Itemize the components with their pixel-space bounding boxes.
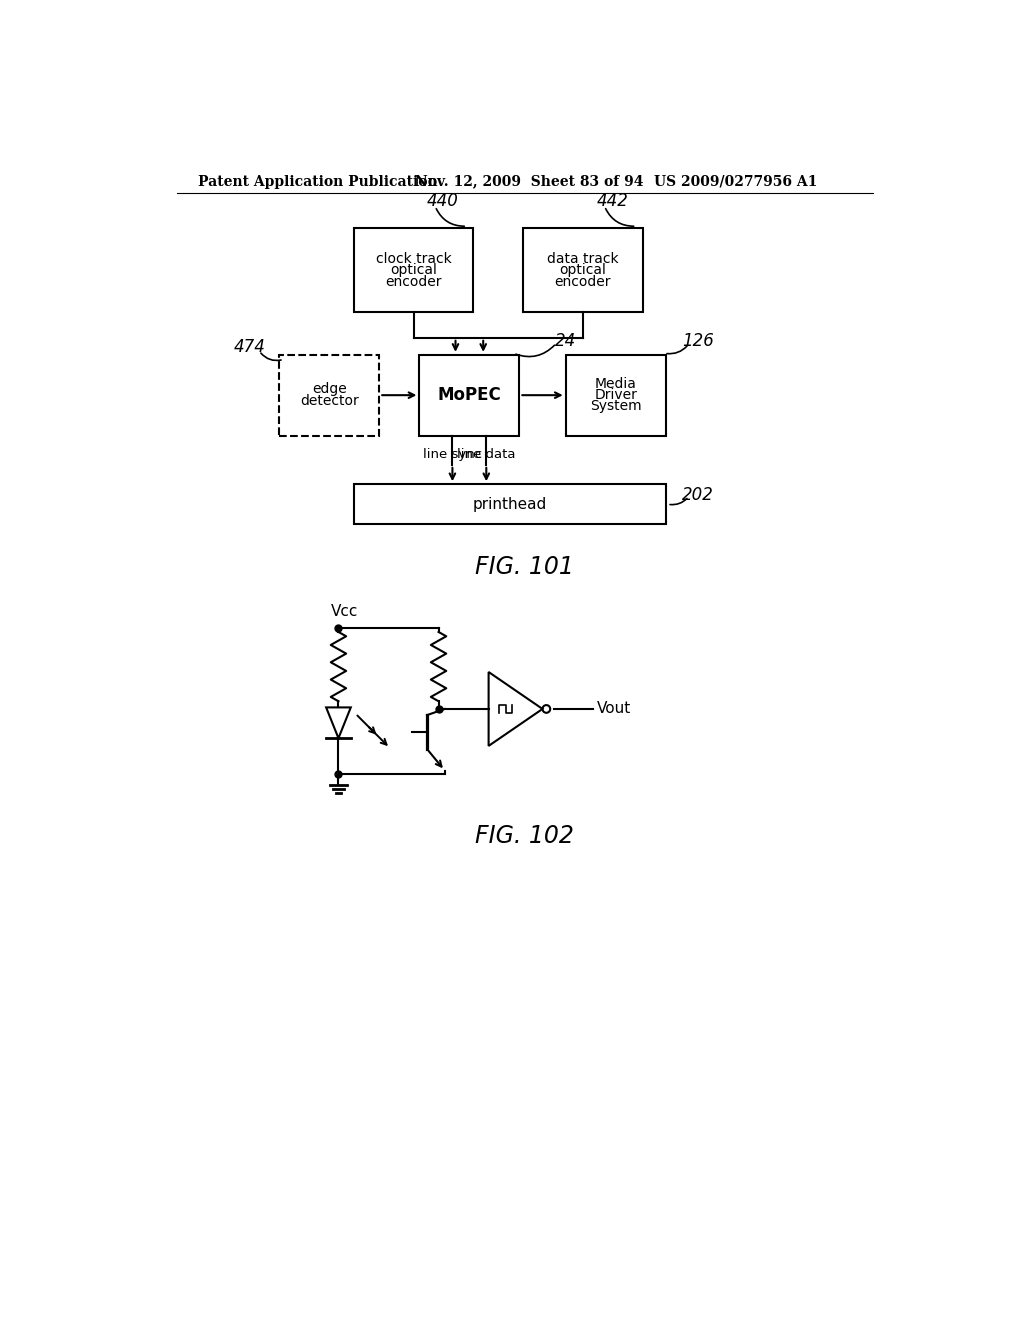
- Bar: [280, 355, 379, 436]
- Text: edge: edge: [312, 381, 346, 396]
- Text: Vcc: Vcc: [331, 603, 358, 619]
- Text: US 2009/0277956 A1: US 2009/0277956 A1: [654, 174, 817, 189]
- Text: Vout: Vout: [596, 701, 631, 717]
- Text: line sync: line sync: [423, 449, 482, 462]
- Bar: [565, 355, 666, 436]
- Text: 440: 440: [427, 191, 459, 210]
- Text: Driver: Driver: [594, 388, 637, 403]
- Text: MoPEC: MoPEC: [437, 387, 501, 404]
- Bar: [354, 227, 473, 313]
- Text: 24: 24: [555, 331, 577, 350]
- Text: optical: optical: [559, 263, 606, 277]
- Text: Nov. 12, 2009  Sheet 83 of 94: Nov. 12, 2009 Sheet 83 of 94: [416, 174, 644, 189]
- Text: 474: 474: [233, 338, 266, 356]
- Text: FIG. 101: FIG. 101: [475, 554, 574, 578]
- Text: System: System: [590, 399, 641, 413]
- Text: encoder: encoder: [555, 275, 611, 289]
- Bar: [354, 484, 666, 524]
- Text: encoder: encoder: [385, 275, 441, 289]
- Text: 202: 202: [682, 486, 714, 504]
- Text: detector: detector: [300, 395, 358, 408]
- Bar: [419, 355, 519, 436]
- Bar: [523, 227, 643, 313]
- Text: optical: optical: [390, 263, 437, 277]
- Text: line data: line data: [457, 449, 515, 462]
- Text: Patent Application Publication: Patent Application Publication: [199, 174, 438, 189]
- Text: Media: Media: [595, 378, 637, 392]
- Text: 442: 442: [596, 191, 628, 210]
- Text: FIG. 102: FIG. 102: [475, 824, 574, 847]
- Text: clock track: clock track: [376, 252, 452, 265]
- Text: data track: data track: [547, 252, 618, 265]
- Text: printhead: printhead: [473, 496, 547, 512]
- Text: 126: 126: [682, 331, 714, 350]
